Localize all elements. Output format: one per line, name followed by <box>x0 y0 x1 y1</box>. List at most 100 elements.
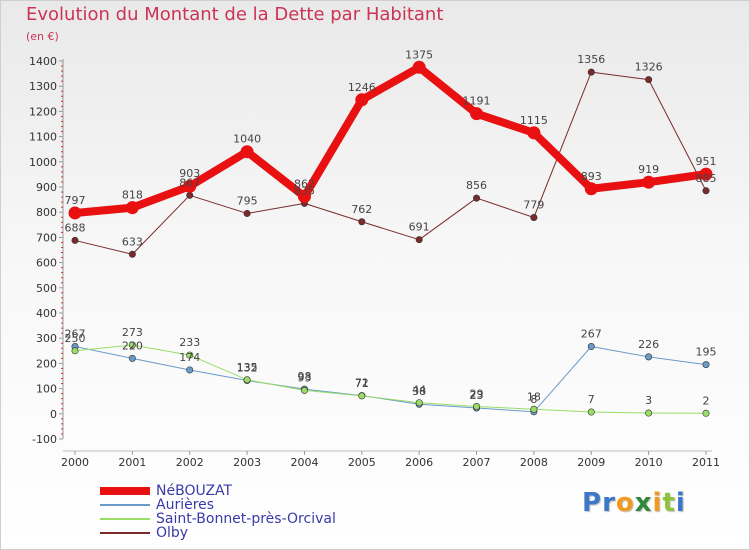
legend-item: Aurières <box>100 497 400 513</box>
data-label: 885 <box>696 172 717 185</box>
data-label: 1246 <box>348 81 376 94</box>
data-label: 2 <box>703 394 710 407</box>
data-point <box>243 376 251 384</box>
y-tick-label: 900 <box>36 181 57 194</box>
data-label: 797 <box>65 194 86 207</box>
y-tick-label: 700 <box>36 231 57 244</box>
data-point <box>530 405 538 413</box>
logo-letter: o <box>615 488 635 518</box>
data-label: 795 <box>237 194 258 207</box>
data-label: 893 <box>581 170 602 183</box>
series-line <box>71 63 710 217</box>
data-label: 72 <box>355 377 369 390</box>
data-point <box>699 167 713 181</box>
y-tick-label: 1000 <box>29 156 57 169</box>
y-tick-label: 600 <box>36 257 57 270</box>
data-point <box>702 409 710 417</box>
data-label: 233 <box>179 336 200 349</box>
data-label: 93 <box>297 371 311 384</box>
y-tick-label: -100 <box>32 433 57 446</box>
data-point <box>71 236 79 244</box>
data-label: 132 <box>237 362 258 375</box>
x-tick-label: 2009 <box>577 456 605 469</box>
legend-label: Saint-Bonnet-près-Orcival <box>156 511 336 527</box>
data-point <box>297 190 311 204</box>
data-label: 98 <box>297 370 311 383</box>
legend-swatch <box>100 518 150 520</box>
data-label: 38 <box>412 385 426 398</box>
x-tick-label: 2000 <box>61 456 89 469</box>
x-tick-label: 2002 <box>176 456 204 469</box>
data-label: 273 <box>122 326 143 339</box>
x-tick-label: 2010 <box>635 456 663 469</box>
data-point <box>527 126 541 140</box>
data-label: 762 <box>351 203 372 216</box>
y-tick-label: 300 <box>36 332 57 345</box>
data-label: 779 <box>523 198 544 211</box>
series-line <box>74 344 707 414</box>
data-point <box>186 191 194 199</box>
data-label: 3 <box>645 394 652 407</box>
data-label: 71 <box>355 377 369 390</box>
data-point <box>128 354 136 362</box>
x-tick-label: 2003 <box>233 456 261 469</box>
data-point <box>125 201 139 215</box>
data-label: 951 <box>696 155 717 168</box>
data-point <box>186 351 194 359</box>
data-label: 267 <box>65 328 86 341</box>
legend-item: Olby <box>100 525 400 541</box>
data-point <box>358 392 366 400</box>
data-point <box>587 343 595 351</box>
data-point <box>186 366 194 374</box>
data-point <box>587 408 595 416</box>
x-tick-label: 2004 <box>290 456 318 469</box>
legend-item: Saint-Bonnet-près-Orcival <box>100 511 400 527</box>
data-label: 226 <box>638 338 659 351</box>
logo-letter: x <box>634 488 653 518</box>
legend-swatch <box>100 504 150 506</box>
data-label: 18 <box>527 390 541 403</box>
y-tick-label: 1200 <box>29 105 57 118</box>
x-tick-label: 2005 <box>348 456 376 469</box>
legend-label: Aurières <box>156 497 215 513</box>
data-label: 688 <box>65 221 86 234</box>
data-point <box>587 68 595 76</box>
data-point <box>128 250 136 258</box>
data-point <box>702 187 710 195</box>
series-line <box>74 71 707 255</box>
data-point <box>240 145 254 159</box>
data-label: 867 <box>179 176 200 189</box>
logo-letter: i <box>675 488 686 518</box>
proxiti-logo: Proxiti <box>582 488 686 518</box>
y-tick-label: 200 <box>36 357 57 370</box>
data-label: 856 <box>466 179 487 192</box>
data-label: 1191 <box>463 95 491 108</box>
data-label: 818 <box>122 189 143 202</box>
data-point <box>473 194 481 202</box>
data-point <box>473 402 481 410</box>
x-tick-label: 2011 <box>692 456 720 469</box>
data-label: 220 <box>122 339 143 352</box>
data-point <box>642 175 656 189</box>
data-point <box>355 93 369 107</box>
logo-letter: r <box>602 488 616 518</box>
y-tick-label: 100 <box>36 383 57 396</box>
data-label: 8 <box>530 393 537 406</box>
data-point <box>243 209 251 217</box>
data-label: 174 <box>179 351 200 364</box>
logo-letter: P <box>582 488 603 518</box>
y-tick-label: 400 <box>36 307 57 320</box>
y-tick-label: 0 <box>50 408 57 421</box>
x-tick-label: 2008 <box>520 456 548 469</box>
data-point <box>412 60 426 74</box>
data-point <box>358 218 366 226</box>
data-point <box>183 179 197 193</box>
data-point <box>530 213 538 221</box>
data-label: 195 <box>696 346 717 359</box>
data-point <box>645 353 653 361</box>
data-label: 267 <box>581 328 602 341</box>
data-point <box>645 76 653 84</box>
data-label: 1326 <box>635 61 663 74</box>
data-point <box>702 361 710 369</box>
